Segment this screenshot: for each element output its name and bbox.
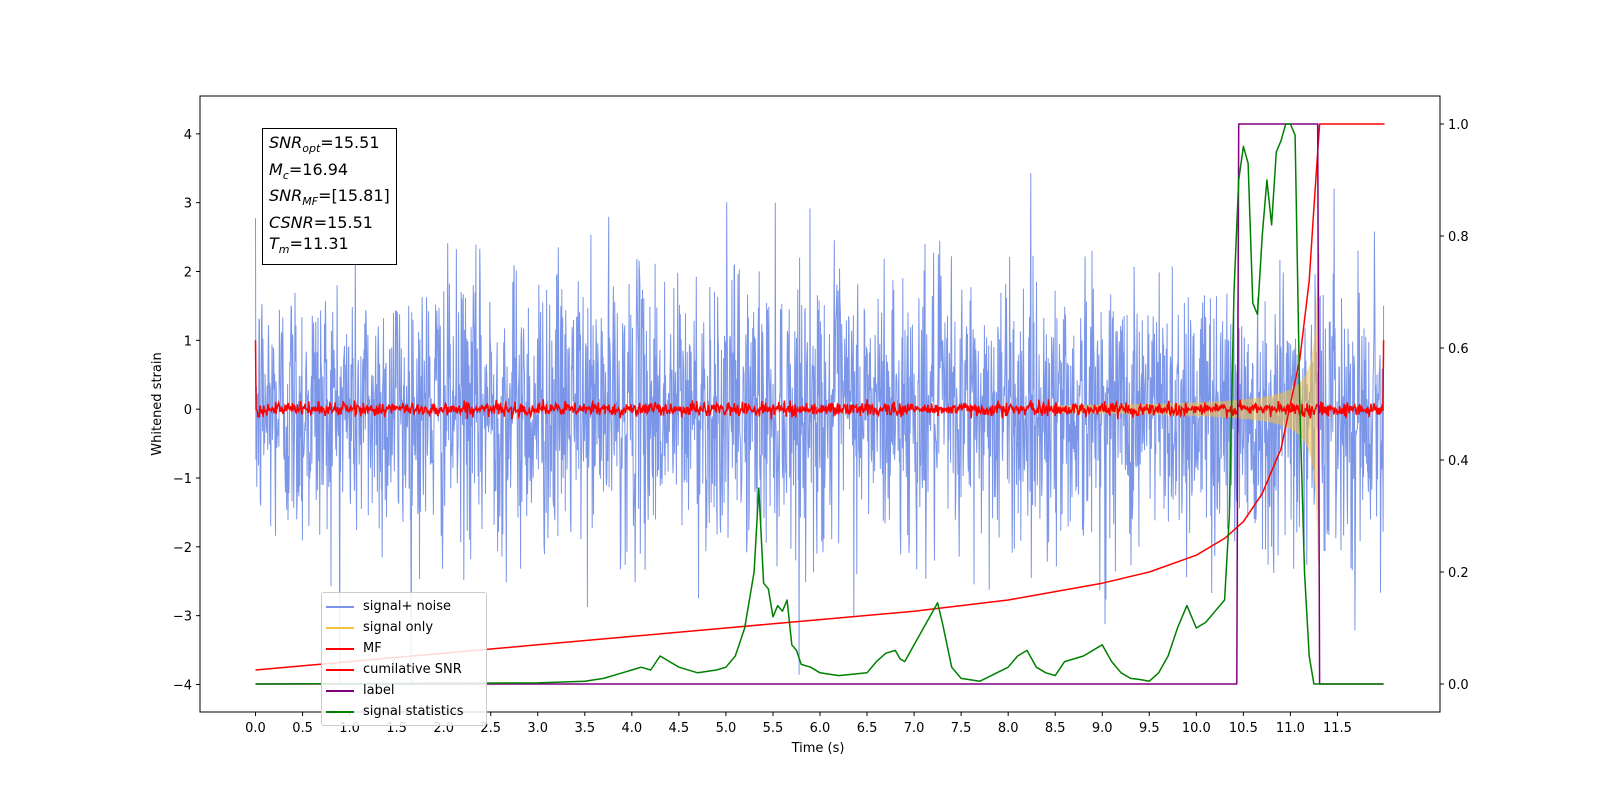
legend-label: label: [363, 683, 395, 698]
x-tick-label: 7.0: [904, 721, 925, 736]
x-tick-label: 11.0: [1276, 721, 1305, 736]
x-tick-label: 10.0: [1182, 721, 1211, 736]
annotation-csnr: CSNR=15.51: [269, 213, 373, 233]
y2-tick-label: 0.0: [1448, 678, 1469, 693]
annotation-snr-opt: SNRopt=15.51: [269, 133, 380, 156]
y-tick-label: −4: [173, 678, 192, 693]
legend-label: signal+ noise: [363, 599, 452, 614]
series-signal-noise: [255, 173, 1385, 685]
x-tick-label: 5.0: [716, 721, 737, 736]
y2-tick-label: 0.4: [1448, 454, 1469, 469]
legend-item: cumilative SNR: [326, 659, 482, 680]
x-tick-label: 4.0: [621, 721, 642, 736]
legend-swatch: [326, 647, 354, 650]
y-tick-label: −3: [173, 610, 192, 625]
annotation-mc: Mc=16.94: [269, 159, 349, 182]
legend-swatch: [326, 710, 354, 713]
x-axis-label: Time (s): [791, 741, 845, 756]
y-tick-label: 1: [184, 334, 192, 349]
x-tick-label: 4.5: [669, 721, 690, 736]
legend-item: signal+ noise: [326, 596, 482, 617]
legend-item: MF: [326, 638, 482, 659]
annotation-tm: Tm=11.31: [269, 233, 349, 256]
y-tick-label: 3: [184, 197, 192, 212]
y2-axis-ticks: 0.0 0.2 0.4 0.6 0.8 1.0: [1440, 118, 1469, 693]
legend-swatch: [326, 626, 354, 629]
series-layer: [254, 123, 1385, 685]
x-tick-label: 11.5: [1323, 721, 1352, 736]
snr-annotation-box: SNRopt=15.51 Mc=16.94 SNRMF=[15.81] CSNR…: [262, 128, 397, 266]
y-tick-label: 2: [184, 266, 192, 281]
x-tick-label: 5.5: [763, 721, 784, 736]
x-tick-label: 7.5: [951, 721, 972, 736]
legend-label: signal statistics: [363, 704, 464, 719]
x-tick-label: 3.0: [527, 721, 548, 736]
legend-swatch: [326, 689, 354, 692]
x-tick-label: 9.5: [1139, 721, 1160, 736]
legend-label: MF: [363, 641, 382, 656]
series-signal-statistics: [255, 123, 1384, 685]
legend-item: signal statistics: [326, 701, 482, 722]
y-tick-label: −1: [173, 472, 192, 487]
legend-item: label: [326, 680, 482, 701]
y-tick-label: −2: [173, 541, 192, 556]
legend: signal+ noise signal only MF cumilative …: [321, 592, 487, 726]
y-tick-label: 4: [184, 128, 192, 143]
x-tick-label: 3.5: [574, 721, 595, 736]
y2-tick-label: 1.0: [1448, 118, 1469, 133]
y-axis-ticks: −4 −3 −2 −1 0 1 2 3 4: [173, 128, 200, 693]
series-cumulative-snr: [255, 123, 1385, 671]
x-tick-label: 6.0: [810, 721, 831, 736]
legend-label: cumilative SNR: [363, 662, 462, 677]
y2-tick-label: 0.2: [1448, 566, 1469, 581]
x-tick-label: 8.5: [1045, 721, 1066, 736]
y-axis-label: Whitened strain: [150, 352, 165, 455]
legend-swatch: [326, 605, 354, 608]
x-tick-label: 0.0: [245, 721, 266, 736]
x-tick-label: 0.5: [292, 721, 313, 736]
legend-label: signal only: [363, 620, 434, 635]
legend-item: signal only: [326, 617, 482, 638]
x-tick-label: 9.0: [1092, 721, 1113, 736]
y2-tick-label: 0.8: [1448, 230, 1469, 245]
series-mf: [254, 340, 1385, 420]
x-tick-label: 6.5: [857, 721, 878, 736]
x-tick-label: 8.0: [998, 721, 1019, 736]
y2-tick-label: 0.6: [1448, 342, 1469, 357]
y-tick-label: 0: [184, 403, 192, 418]
x-tick-label: 10.5: [1229, 721, 1258, 736]
annotation-snr-mf: SNRMF=[15.81]: [269, 186, 390, 209]
legend-swatch: [326, 668, 354, 671]
